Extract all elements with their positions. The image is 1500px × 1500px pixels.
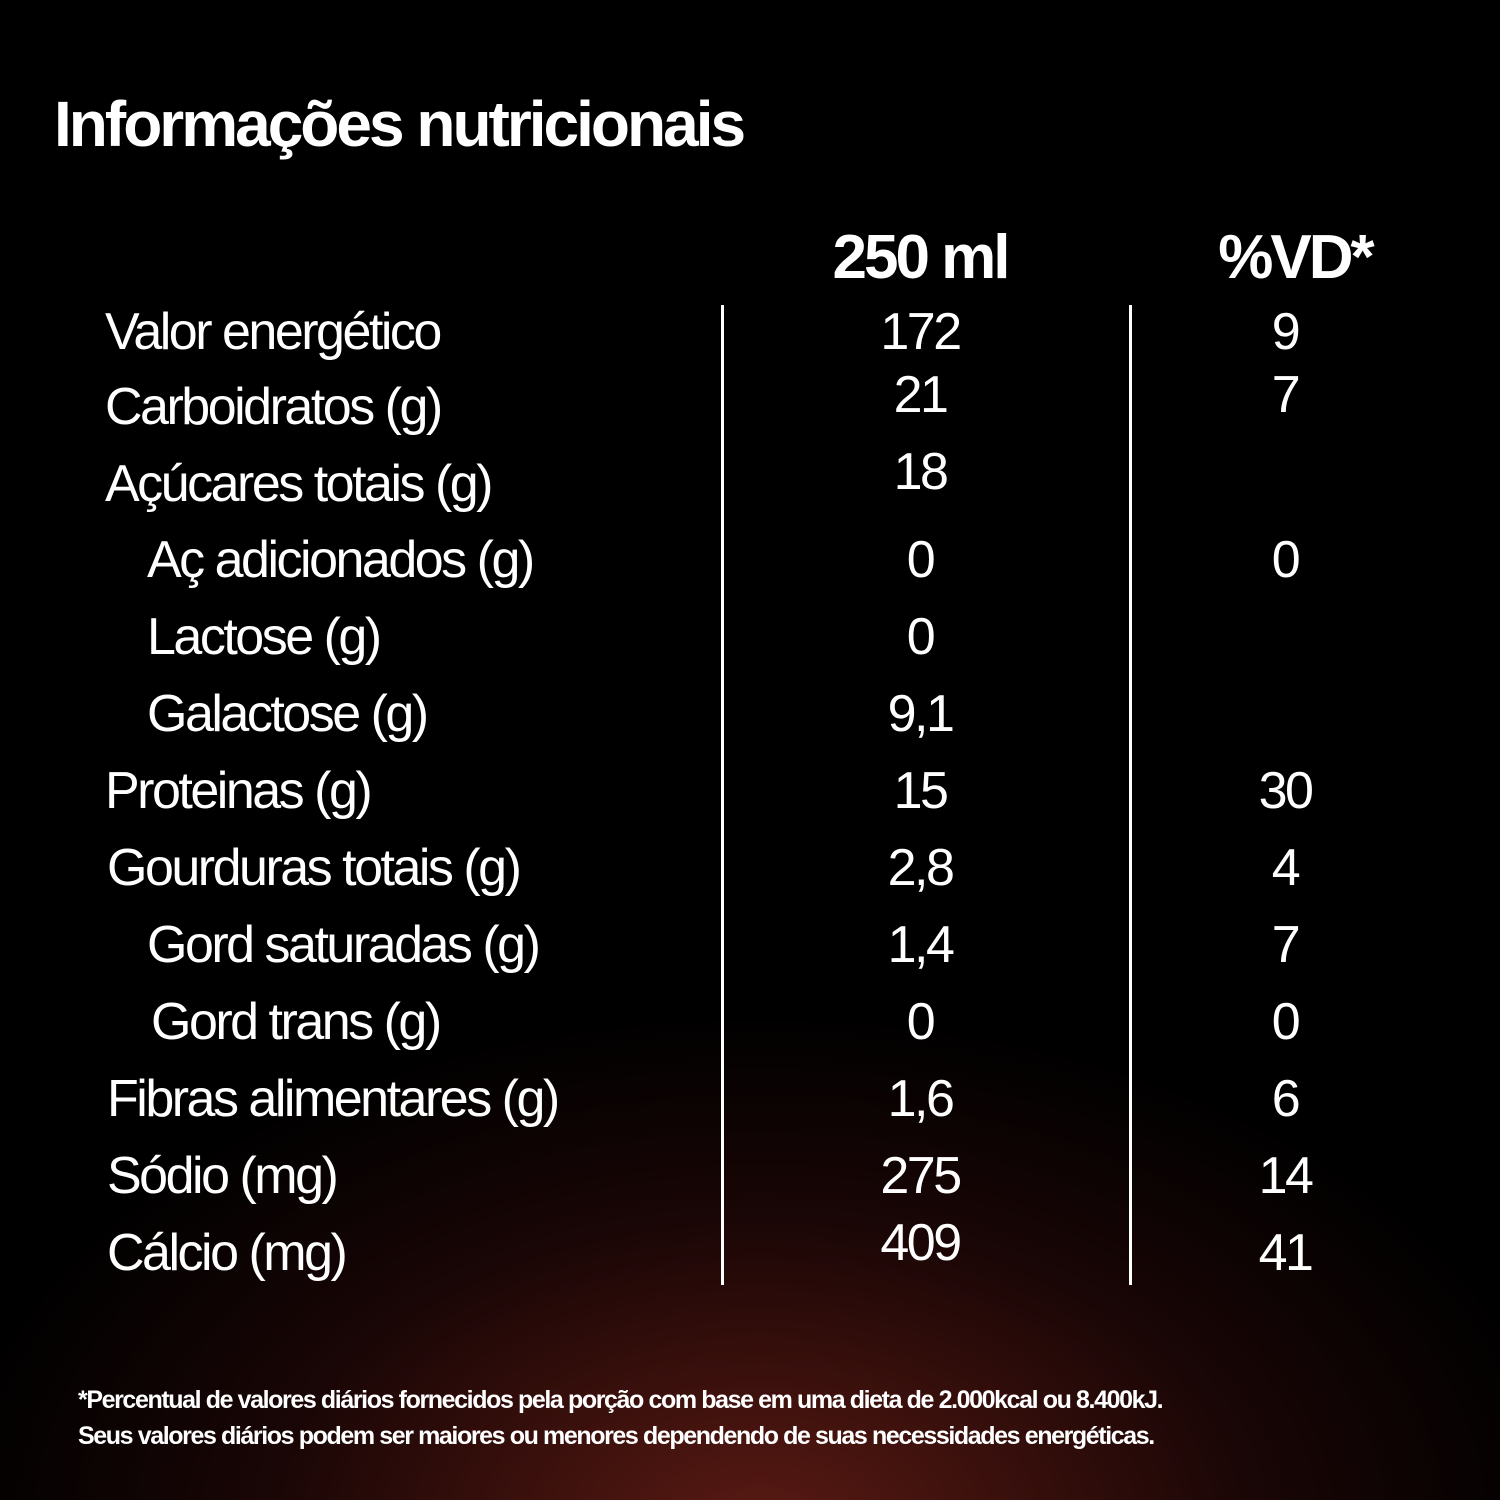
table-row-dietary-fiber: Fibras alimentares (g) 1,6 6: [0, 1069, 1500, 1146]
row-label: Sódio (mg): [107, 1147, 339, 1205]
column-divider-left: [721, 305, 724, 1285]
row-daily-value: 30: [1258, 762, 1314, 820]
row-daily-value: 7: [1271, 916, 1301, 974]
footnote-line-2: Seus valores diários podem ser maiores o…: [78, 1422, 1155, 1450]
row-label: Lactose (g): [147, 608, 382, 666]
row-amount: 9,1: [887, 685, 955, 743]
row-amount: 0: [906, 608, 936, 666]
row-amount: 1,6: [887, 1070, 955, 1128]
row-label: Gord saturadas (g): [147, 916, 541, 974]
table-row-galactose: Galactose (g) 9,1: [0, 684, 1500, 761]
table-row-carbohydrates: Carboidratos (g) 21 7: [0, 366, 1500, 454]
row-amount: 0: [906, 531, 936, 589]
row-daily-value: 6: [1271, 1070, 1301, 1128]
daily-value-footnote: *Percentual de valores diários fornecido…: [78, 1382, 1164, 1454]
page-title: Informações nutricionais: [54, 88, 746, 160]
row-daily-value: 0: [1271, 993, 1301, 1051]
row-amount: 15: [893, 762, 949, 820]
row-daily-value: 7: [1271, 366, 1301, 424]
row-daily-value: 4: [1271, 839, 1301, 897]
row-label: Proteinas (g): [105, 762, 373, 820]
row-label: Açúcares totais (g): [105, 455, 494, 513]
row-label: Gord trans (g): [151, 993, 442, 1051]
row-amount: 172: [880, 303, 962, 361]
row-daily-value: 41: [1258, 1224, 1314, 1282]
row-label: Fibras alimentares (g): [107, 1070, 560, 1128]
row-amount: 275: [880, 1147, 962, 1205]
row-label: Gourduras totais (g): [107, 839, 522, 897]
table-row-total-fat: Gourduras totais (g) 2,8 4: [0, 838, 1500, 915]
table-row-added-sugars: Aç adicionados (g) 0 0: [0, 530, 1500, 607]
footnote-line-1: *Percentual de valores diários fornecido…: [78, 1386, 1164, 1414]
row-amount: 409: [880, 1214, 962, 1272]
row-amount: 0: [906, 993, 936, 1051]
row-label: Cálcio (mg): [107, 1224, 348, 1282]
row-amount: 1,4: [887, 916, 955, 974]
row-amount: 2,8: [887, 839, 955, 897]
row-label: Carboidratos (g): [105, 378, 443, 436]
table-row-proteins: Proteinas (g) 15 30: [0, 761, 1500, 838]
table-row-trans-fat: Gord trans (g) 0 0: [0, 992, 1500, 1069]
table-row-energy: Valor energético 172 9: [0, 302, 1500, 379]
table-row-total-sugars: Açúcares totais (g) 18: [0, 443, 1500, 531]
table-row-lactose: Lactose (g) 0: [0, 607, 1500, 684]
table-row-saturated-fat: Gord saturadas (g) 1,4 7: [0, 915, 1500, 992]
row-label: Aç adicionados (g): [147, 531, 535, 589]
column-divider-right: [1129, 305, 1132, 1285]
row-daily-value: 0: [1271, 531, 1301, 589]
column-header-daily-value: %VD*: [1218, 223, 1374, 292]
row-amount: 21: [893, 366, 949, 424]
column-header-serving: 250 ml: [832, 223, 1010, 292]
table-row-sodium: Sódio (mg) 275 14: [0, 1146, 1500, 1223]
row-daily-value: 9: [1271, 303, 1301, 361]
row-label: Valor energético: [105, 303, 442, 361]
row-amount: 18: [893, 443, 949, 501]
table-row-calcium: Cálcio (mg) 409 41: [0, 1214, 1500, 1300]
row-daily-value: 14: [1258, 1147, 1314, 1205]
row-label: Galactose (g): [147, 685, 429, 743]
